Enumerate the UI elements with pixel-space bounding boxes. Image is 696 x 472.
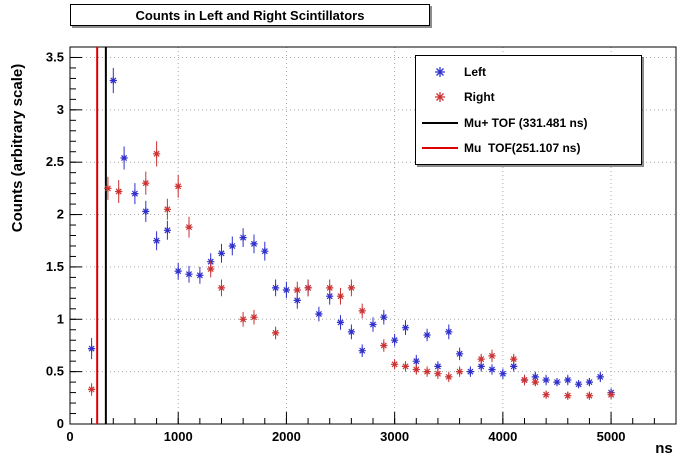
svg-text:5000: 5000: [597, 429, 626, 444]
svg-text:2.5: 2.5: [46, 154, 64, 169]
svg-text:3.5: 3.5: [46, 49, 64, 64]
legend: Left Right Mu+ TOF (331.481 ns): [415, 55, 642, 165]
right-markers: [88, 150, 615, 400]
legend-label-mu-plus-tof: Mu+ TOF (331.481 ns): [464, 115, 588, 130]
y-axis-title: Counts (arbitrary scale): [9, 64, 26, 232]
svg-text:1: 1: [57, 311, 64, 326]
svg-text:3: 3: [57, 102, 64, 117]
svg-text:1000: 1000: [164, 429, 193, 444]
red-line-icon: [416, 140, 464, 156]
black-line-icon: [416, 115, 464, 131]
svg-text:2: 2: [57, 207, 64, 222]
legend-entry-mu-tof: Mu TOF(251.107 ns): [416, 136, 641, 161]
axis-ticks: [69, 56, 655, 425]
legend-label-right: Right: [464, 90, 495, 105]
left-asterisk-marker-icon: [416, 64, 464, 80]
svg-text:0: 0: [57, 416, 64, 431]
legend-label-left: Left: [464, 64, 486, 79]
series-right: [88, 141, 615, 400]
legend-entry-mu-plus-tof: Mu+ TOF (331.481 ns): [416, 110, 641, 135]
legend-label-mu-tof: Mu TOF(251.107 ns): [464, 141, 581, 156]
svg-text:0.5: 0.5: [46, 364, 64, 379]
svg-text:1.5: 1.5: [46, 259, 64, 274]
chart-title: Counts in Left and Right Scintillators: [135, 7, 365, 23]
chart-title-box: Counts in Left and Right Scintillators: [70, 4, 430, 26]
right-asterisk-marker-icon: [416, 89, 464, 105]
x-axis-title: ns: [655, 440, 673, 457]
svg-text:4000: 4000: [488, 429, 517, 444]
svg-text:3000: 3000: [380, 429, 409, 444]
x-tick-labels: 0 1000 2000 3000 4000 5000: [66, 429, 625, 444]
legend-entry-left: Left: [416, 59, 641, 84]
legend-entry-right: Right: [416, 85, 641, 110]
svg-text:0: 0: [66, 429, 73, 444]
right-error-bars: [91, 141, 612, 400]
y-tick-labels: 0 0.5 1 1.5 2 2.5 3 3.5: [46, 49, 64, 431]
svg-text:2000: 2000: [272, 429, 301, 444]
